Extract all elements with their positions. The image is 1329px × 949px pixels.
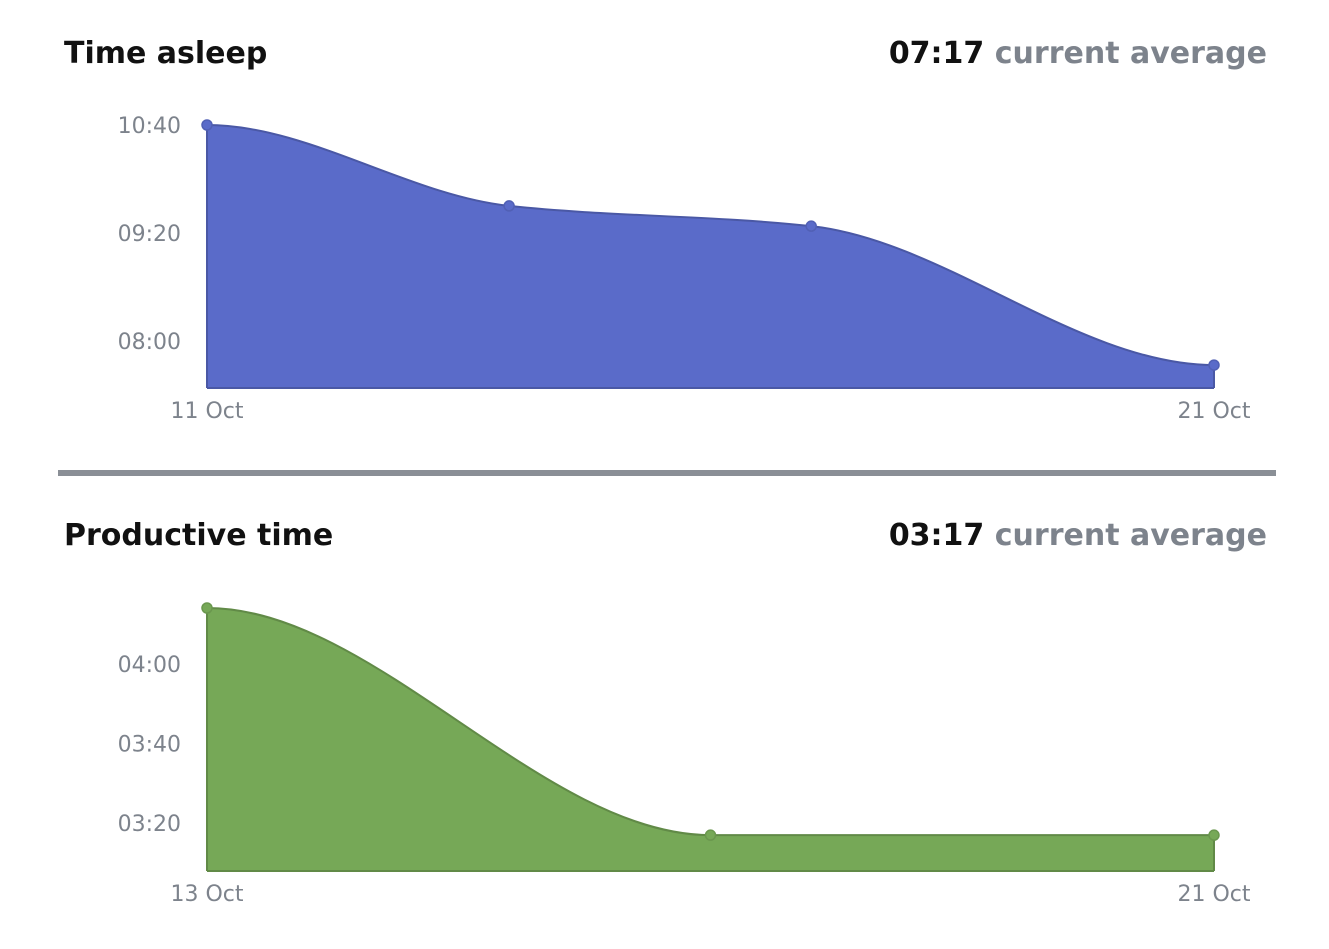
area-fill xyxy=(207,125,1214,388)
current-average-summary: 03:17 current average xyxy=(889,518,1267,553)
chart-title: Productive time xyxy=(64,518,334,553)
current-average-value: 07:17 xyxy=(888,36,985,71)
current-average-label: current average xyxy=(994,36,1267,71)
y-tick-label: 03:20 xyxy=(118,812,181,837)
data-point xyxy=(805,220,817,232)
y-tick-label: 09:20 xyxy=(118,222,181,247)
x-tick-label: 13 Oct xyxy=(170,882,243,907)
chart-title: Time asleep xyxy=(64,36,268,71)
y-tick-label: 04:00 xyxy=(118,653,181,678)
current-average-label: current average xyxy=(994,518,1267,553)
chart-productive-time: 03:20 03:40 04:00 13 Oct 21 Oct xyxy=(118,602,1251,907)
data-point xyxy=(201,119,213,131)
x-tick-label: 21 Oct xyxy=(1177,399,1250,424)
y-tick-label: 03:40 xyxy=(118,732,181,757)
data-point xyxy=(704,829,717,841)
chart-time-asleep: 08:00 09:20 10:40 11 Oct 21 Oct xyxy=(118,114,1251,424)
productive-time-panel: Productive time 03:17 current average xyxy=(0,478,1329,949)
time-asleep-panel: Time asleep 07:17 current average xyxy=(0,0,1329,470)
data-point xyxy=(503,200,515,212)
current-average-summary: 07:17 current average xyxy=(889,36,1267,71)
area-fill xyxy=(207,608,1214,871)
section-divider xyxy=(58,470,1276,476)
current-average-value: 03:17 xyxy=(888,518,985,553)
data-point xyxy=(1208,829,1220,841)
data-point xyxy=(1208,359,1220,371)
x-tick-label: 21 Oct xyxy=(1177,882,1250,907)
y-tick-label: 10:40 xyxy=(118,114,181,139)
y-tick-label: 08:00 xyxy=(118,330,181,355)
x-tick-label: 11 Oct xyxy=(170,399,243,424)
series-line xyxy=(206,124,1215,367)
data-point xyxy=(201,602,213,614)
